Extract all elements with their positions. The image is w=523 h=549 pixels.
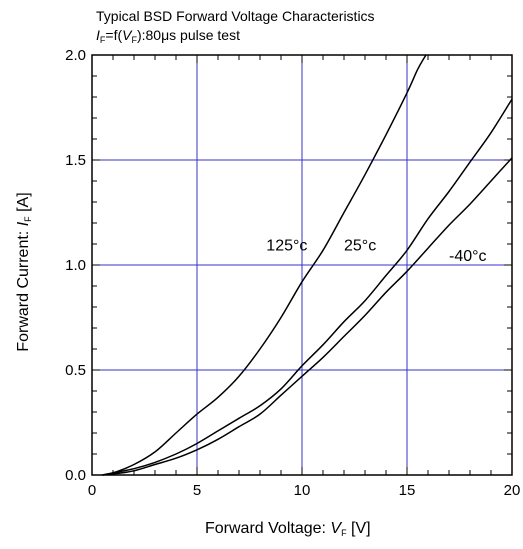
y-axis-label-text: Forward Current: xyxy=(15,226,32,352)
subtitle-voltage-subscript: F xyxy=(131,35,137,45)
x-axis-label-text: Forward Voltage: xyxy=(205,520,331,537)
series-line-2 xyxy=(102,157,513,476)
y-tick-labels: 0.0 0.5 1.0 1.5 2.0 xyxy=(65,47,86,484)
y-axis-label: Forward Current: IF [A] xyxy=(15,192,33,351)
series-lines xyxy=(102,54,513,476)
x-axis-label: Forward Voltage: VF [V] xyxy=(205,520,371,538)
x-tick-label: 15 xyxy=(399,482,416,499)
y-tick-label: 2.0 xyxy=(65,47,86,64)
chart-title: Typical BSD Forward Voltage Characterist… xyxy=(96,8,375,24)
grid-lines xyxy=(92,55,512,475)
series-line-0 xyxy=(102,54,427,476)
subtitle-test-text: ):80μs pulse test xyxy=(136,27,240,43)
y-axis-label-subscript: F xyxy=(23,216,33,222)
series-label-2: -40°c xyxy=(449,248,487,265)
y-axis-label-unit: [A] xyxy=(15,192,32,217)
y-tick-label: 1.5 xyxy=(65,152,86,169)
subtitle-current-subscript: F xyxy=(99,35,106,45)
x-tick-labels: 0 5 10 15 20 xyxy=(88,482,521,499)
series-line-1 xyxy=(102,98,513,476)
subtitle-current-symbol: I xyxy=(96,27,100,43)
y-axis-label-symbol: I xyxy=(15,221,32,227)
series-label-0: 125°c xyxy=(266,237,307,254)
plot-frame xyxy=(91,54,513,476)
y-tick-label: 0.0 xyxy=(65,467,86,484)
y-tick-label: 0.5 xyxy=(65,362,86,379)
series-label-1: 25°c xyxy=(344,237,376,254)
x-axis-label-unit: [V] xyxy=(346,520,371,537)
x-axis-label-symbol: V xyxy=(330,520,342,537)
subtitle-function-text: =f( xyxy=(105,27,123,43)
y-tick-label: 1.0 xyxy=(65,257,86,274)
subtitle-voltage-symbol: V xyxy=(122,27,132,43)
x-tick-label: 5 xyxy=(193,482,201,499)
chart-subtitle: IF=f(VF):80μs pulse test xyxy=(96,27,240,45)
x-tick-label: 0 xyxy=(88,482,96,499)
x-tick-label: 20 xyxy=(504,482,521,499)
x-tick-label: 10 xyxy=(294,482,311,499)
x-axis-label-subscript: F xyxy=(341,528,347,538)
series-labels: 125°c 25°c -40°c xyxy=(266,237,486,264)
